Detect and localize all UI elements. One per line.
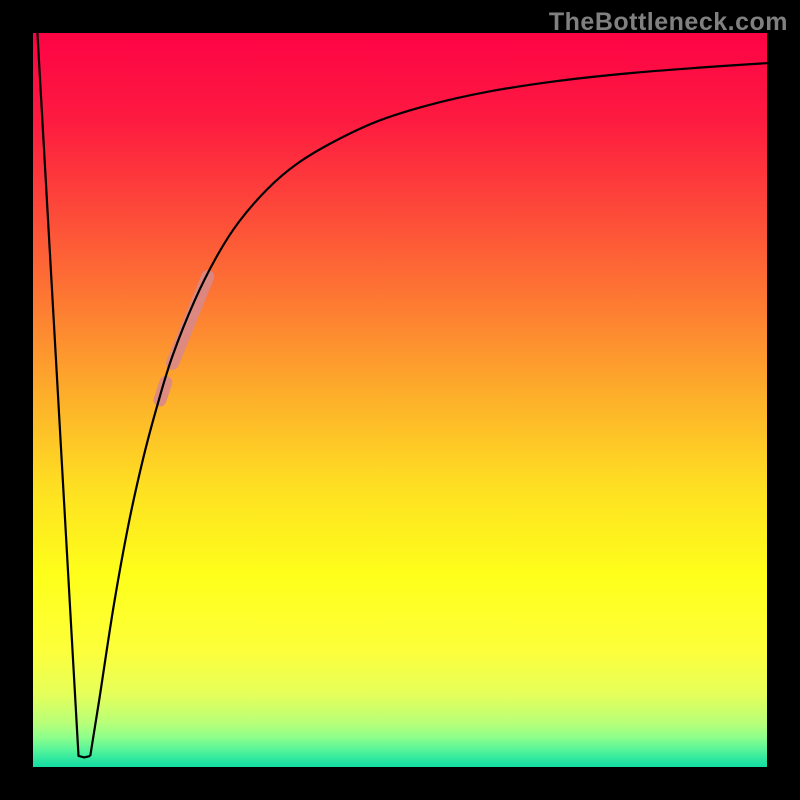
plot-background-gradient	[33, 33, 767, 767]
bottleneck-chart	[0, 0, 800, 800]
chart-container: TheBottleneck.com	[0, 0, 800, 800]
watermark-text: TheBottleneck.com	[549, 8, 788, 37]
